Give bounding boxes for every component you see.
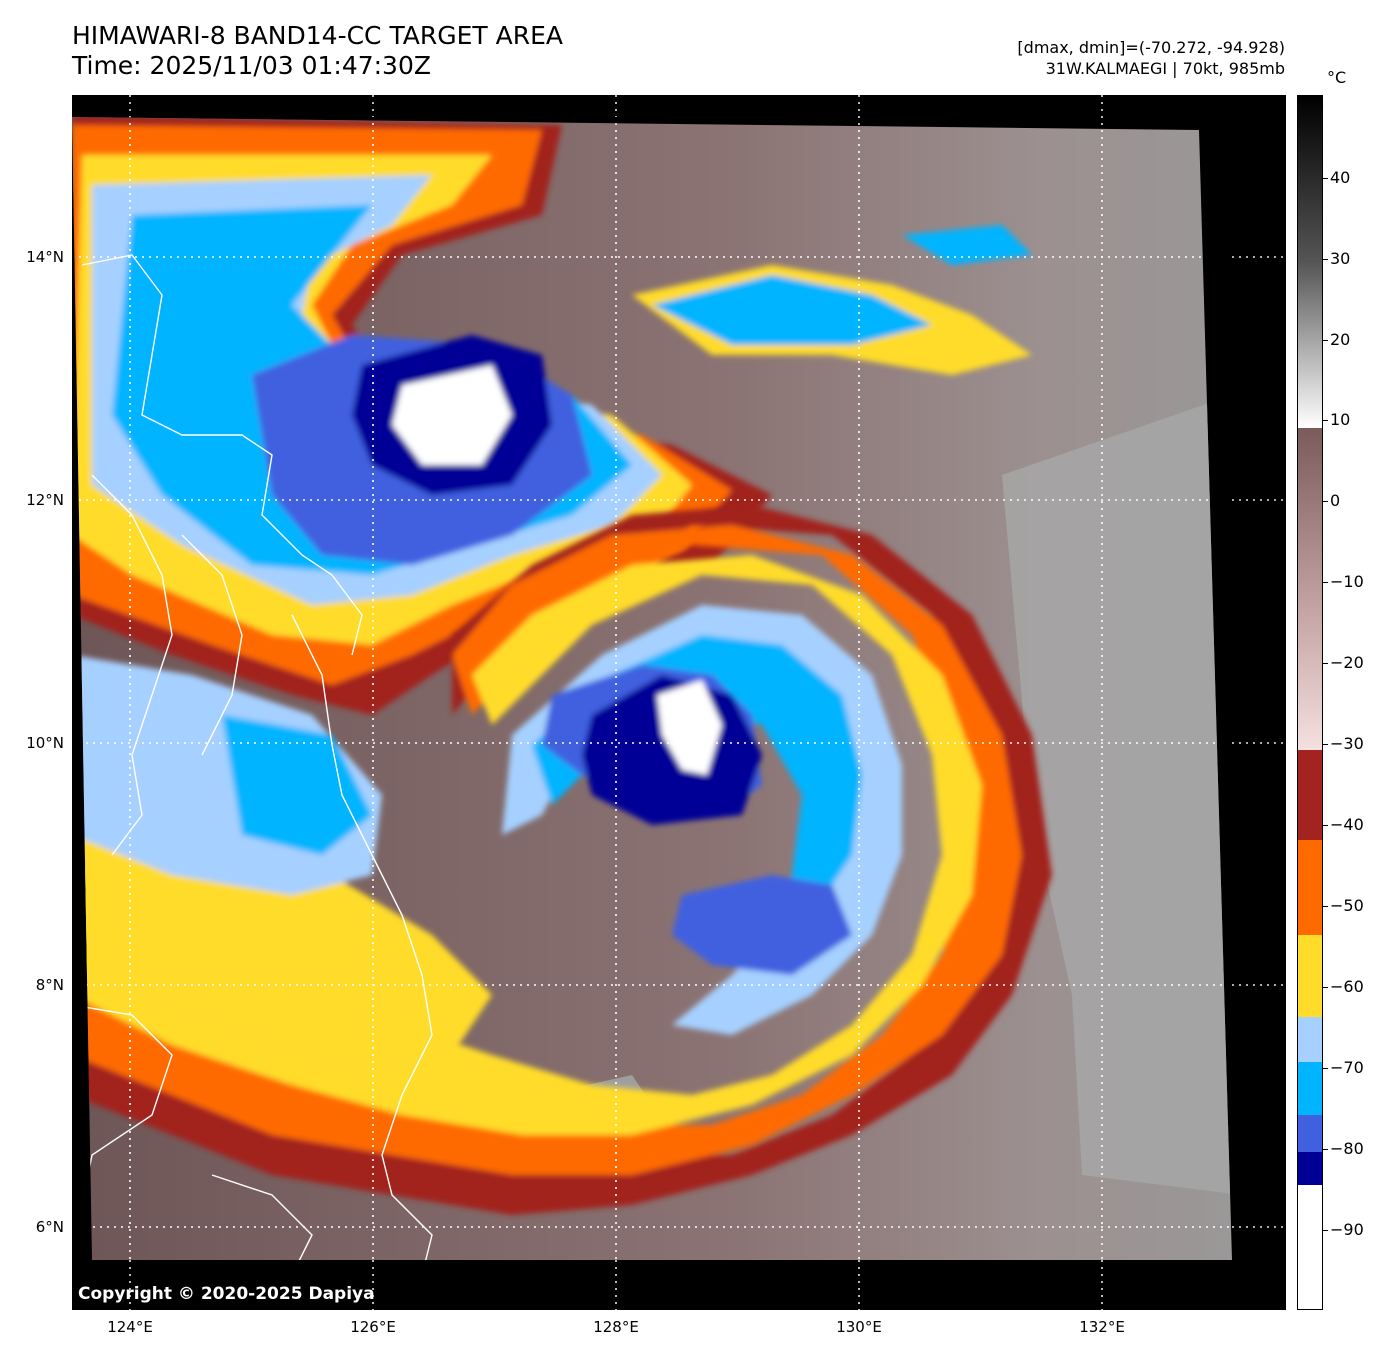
lat-label-10n: 10°N (26, 734, 64, 752)
colorbar-label: −70 (1330, 1058, 1364, 1077)
lon-label-130e: 130°E (836, 1318, 882, 1336)
colorbar-label: −50 (1330, 896, 1364, 915)
dmax-dmin-readout: [dmax, dmin]=(-70.272, -94.928) (1017, 38, 1285, 57)
graticule-outer (129, 95, 1286, 1310)
lon-label-126e: 126°E (350, 1318, 396, 1336)
map-title: HIMAWARI-8 BAND14-CC TARGET AREA (72, 21, 564, 50)
colorbar-white-segment (1298, 1185, 1322, 1309)
colorbar-label: −90 (1330, 1220, 1364, 1239)
coastline-leyte-mindanao (291, 614, 433, 1260)
lon-label-132e: 132°E (1079, 1318, 1125, 1336)
colorbar-orange-segment (1298, 840, 1322, 935)
colorbar-label: 30 (1330, 249, 1351, 268)
colorbar-label: −40 (1330, 815, 1364, 834)
satellite-map (72, 95, 1286, 1310)
lat-label-12n: 12°N (26, 491, 64, 509)
lon-label-128e: 128°E (593, 1318, 639, 1336)
colorbar-unit: °C (1327, 68, 1347, 87)
satellite-imagery (72, 95, 1286, 1310)
colorbar-label: 40 (1330, 168, 1351, 187)
coastline-luzon-samar (81, 254, 363, 656)
colorbar (1297, 95, 1323, 1310)
colorbar-navy-segment (1298, 1152, 1322, 1185)
copyright-notice: Copyright © 2020-2025 Dapiya (78, 1284, 375, 1304)
colorbar-yellow-segment (1298, 935, 1322, 1017)
coastline-panay (91, 474, 173, 856)
colorbar-label: −30 (1330, 734, 1364, 753)
lat-label-14n: 14°N (26, 248, 64, 266)
colorbar-brown-segment (1298, 428, 1322, 750)
colorbar-label: 20 (1330, 330, 1351, 349)
lat-label-6n: 6°N (35, 1218, 64, 1236)
coastlines (72, 254, 433, 1260)
coastline-mindanao-west (72, 1004, 173, 1206)
northwest-cloud-mass (72, 117, 1032, 715)
colorbar-blue-segment (1298, 1115, 1322, 1152)
storm-info: 31W.KALMAEGI | 70kt, 985mb (1045, 59, 1285, 78)
coastline-south (211, 1174, 313, 1260)
colorbar-cyan-segment (1298, 1062, 1322, 1115)
colorbar-label: −80 (1330, 1139, 1364, 1158)
lon-label-124e: 124°E (107, 1318, 153, 1336)
colorbar-label: −60 (1330, 977, 1364, 996)
colorbar-label: −10 (1330, 572, 1364, 591)
colorbar-gradient (1298, 96, 1322, 1309)
clear-sky-region (1002, 395, 1232, 1195)
colorbar-label: 0 (1330, 491, 1341, 510)
colorbar-lightblue-segment (1298, 1017, 1322, 1062)
map-timestamp: Time: 2025/11/03 01:47:30Z (72, 51, 431, 80)
colorbar-label: −20 (1330, 653, 1364, 672)
imagery-swath (72, 117, 1232, 1260)
coastline-negros (181, 534, 243, 756)
colorbar-red-segment (1298, 750, 1322, 840)
southwest-cloud-mass (72, 655, 492, 1075)
lat-label-8n: 8°N (35, 976, 64, 994)
colorbar-label: 10 (1330, 410, 1351, 429)
colorbar-gray-segment (1298, 96, 1322, 428)
